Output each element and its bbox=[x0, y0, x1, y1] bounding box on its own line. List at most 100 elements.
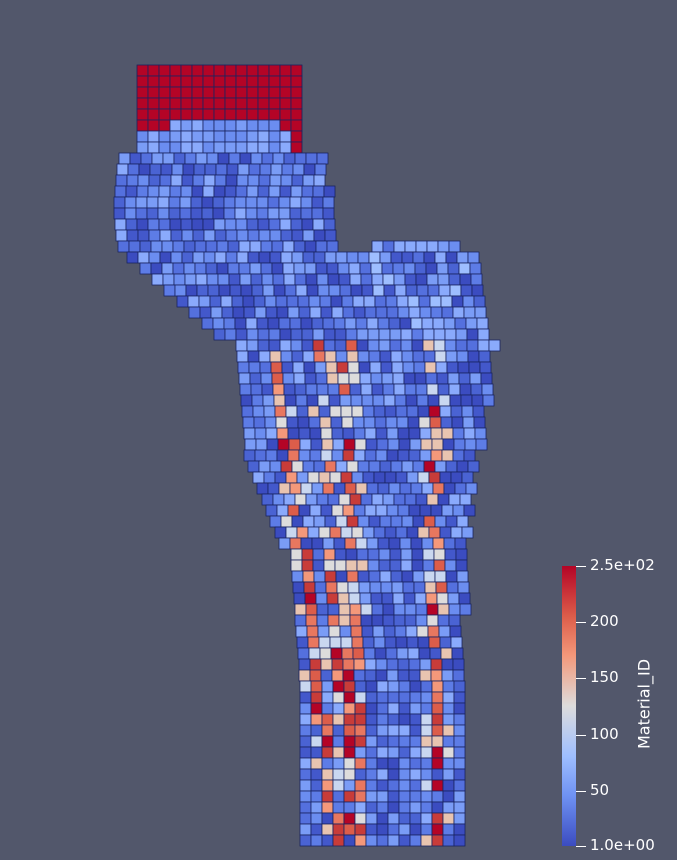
voxel-cell bbox=[275, 295, 288, 308]
voxel-cell bbox=[465, 317, 478, 330]
voxel-cell bbox=[257, 119, 270, 132]
voxel-cell bbox=[357, 570, 370, 583]
voxel-cell bbox=[415, 614, 428, 627]
voxel-cell bbox=[369, 581, 382, 594]
voxel-cell bbox=[449, 625, 462, 638]
voxel-cell bbox=[321, 735, 334, 748]
voxel-cell bbox=[296, 471, 309, 484]
voxel-cell bbox=[315, 240, 328, 253]
voxel-cell bbox=[289, 482, 302, 495]
voxel-cell bbox=[273, 284, 286, 297]
voxel-cell bbox=[310, 724, 323, 737]
voxel-cell bbox=[327, 614, 340, 627]
voxel-cell bbox=[329, 636, 342, 649]
voxel-cell bbox=[414, 592, 427, 605]
voxel-cell bbox=[332, 724, 345, 737]
voxel-cell bbox=[398, 779, 411, 792]
voxel-cell bbox=[310, 702, 323, 715]
voxel-cell bbox=[398, 438, 411, 451]
voxel-cell bbox=[327, 493, 340, 506]
voxel-cell bbox=[293, 240, 306, 253]
voxel-cell bbox=[180, 130, 193, 143]
voxel-cell bbox=[296, 526, 309, 539]
voxel-cell bbox=[332, 768, 345, 781]
voxel-cell bbox=[306, 394, 319, 407]
voxel-cell bbox=[376, 735, 389, 748]
voxel-cell bbox=[321, 691, 334, 704]
voxel-cell bbox=[376, 790, 389, 803]
voxel-cell bbox=[129, 152, 142, 165]
voxel-cell bbox=[357, 350, 370, 363]
voxel-cell bbox=[323, 218, 336, 231]
voxel-cell bbox=[425, 372, 438, 385]
voxel-cell bbox=[393, 493, 406, 506]
voxel-cell bbox=[183, 240, 196, 253]
voxel-cell bbox=[334, 559, 347, 572]
voxel-cell bbox=[300, 207, 313, 220]
voxel-cell bbox=[387, 438, 400, 451]
voxel-cell bbox=[397, 658, 410, 671]
voxel-cell bbox=[180, 141, 193, 154]
voxel-cell bbox=[305, 603, 318, 616]
voxel-cell bbox=[321, 790, 334, 803]
voxel-cell bbox=[342, 658, 355, 671]
voxel-cell bbox=[301, 218, 314, 231]
voxel-cell bbox=[311, 196, 324, 209]
voxel-cell bbox=[412, 251, 425, 264]
voxel-cell bbox=[415, 273, 428, 286]
voxel-cell bbox=[415, 240, 428, 253]
voxel-cell bbox=[474, 306, 487, 319]
voxel-cell bbox=[334, 339, 347, 352]
voxel-cell bbox=[265, 504, 278, 517]
voxel-cell bbox=[224, 218, 237, 231]
voxel-cell bbox=[452, 658, 465, 671]
voxel-cell bbox=[409, 680, 422, 693]
voxel-cell bbox=[478, 350, 491, 363]
voxel-cell bbox=[348, 372, 361, 385]
voxel-cell bbox=[360, 493, 373, 506]
voxel-cell bbox=[135, 196, 148, 209]
voxel-cell bbox=[442, 779, 455, 792]
voxel-cell bbox=[326, 372, 339, 385]
voxel-cell bbox=[417, 471, 430, 484]
voxel-cell bbox=[225, 229, 238, 242]
voxel-cell bbox=[322, 537, 335, 550]
voxel-cell bbox=[440, 647, 453, 660]
voxel-cell bbox=[312, 185, 325, 198]
voxel-cell bbox=[162, 152, 175, 165]
voxel-cell bbox=[384, 636, 397, 649]
voxel-cell bbox=[190, 207, 203, 220]
voxel-cell bbox=[213, 328, 226, 341]
voxel-cell bbox=[443, 482, 456, 495]
voxel-cell bbox=[316, 493, 329, 506]
voxel-cell bbox=[226, 163, 239, 176]
voxel-cell bbox=[247, 251, 260, 264]
voxel-cell bbox=[254, 306, 267, 319]
voxel-cell bbox=[371, 383, 384, 396]
voxel-cell bbox=[312, 218, 325, 231]
voxel-cell bbox=[450, 636, 463, 649]
voxel-cell bbox=[360, 383, 373, 396]
voxel-cell bbox=[172, 240, 185, 253]
voxel-cell bbox=[482, 394, 495, 407]
voxel-cell bbox=[420, 680, 433, 693]
voxel-cell bbox=[330, 416, 343, 429]
voxel-cell bbox=[159, 251, 172, 264]
voxel-cell bbox=[409, 801, 422, 814]
voxel-cell bbox=[147, 75, 160, 88]
voxel-cell bbox=[338, 603, 351, 616]
voxel-cell bbox=[445, 251, 458, 264]
voxel-cell bbox=[371, 614, 384, 627]
voxel-cell bbox=[180, 108, 193, 121]
voxel-cell bbox=[398, 691, 411, 704]
voxel-cell bbox=[310, 790, 323, 803]
voxel-cell bbox=[342, 427, 355, 440]
voxel-cell bbox=[344, 537, 357, 550]
voxel-cell bbox=[305, 273, 318, 286]
voxel-cell bbox=[224, 64, 237, 77]
voxel-cell bbox=[336, 361, 349, 374]
voxel-cell bbox=[453, 812, 466, 825]
voxel-cell bbox=[387, 724, 400, 737]
